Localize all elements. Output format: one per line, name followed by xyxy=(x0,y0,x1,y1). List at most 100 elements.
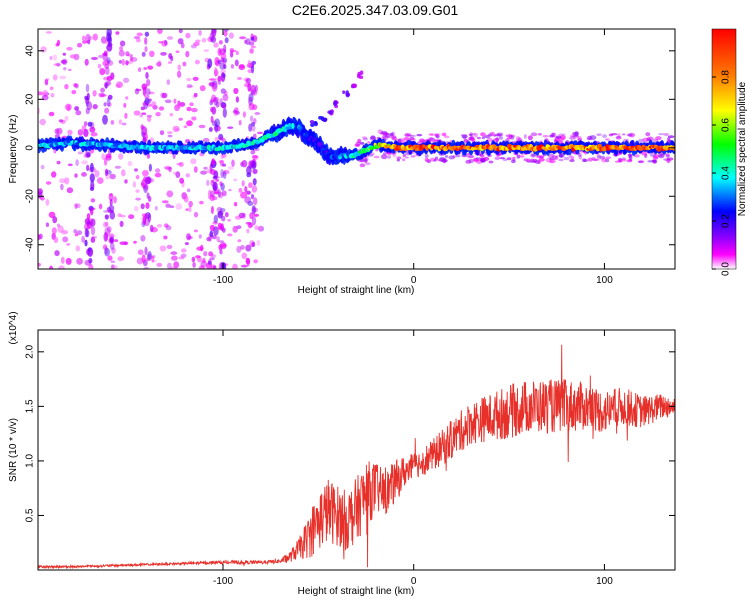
spectrogram-noise-column-cell xyxy=(88,263,94,269)
spectrogram-noise-cell xyxy=(56,62,61,67)
spectrogram-noise-cell xyxy=(60,59,67,64)
spectrogram-noise-cell xyxy=(102,244,108,250)
snr-x-tick-label: 100 xyxy=(596,576,613,587)
spectrogram-noise-cell xyxy=(98,203,103,210)
spectrogram-halo-cell xyxy=(460,134,468,137)
spectrogram-noise-cell xyxy=(198,124,206,129)
spectrogram-noise-column-cell xyxy=(108,193,114,202)
spectrogram-noise-cell xyxy=(110,120,115,125)
spectrogram-halo-cell xyxy=(491,131,495,136)
spectrogram-noise-cell xyxy=(40,196,45,201)
spectrogram-noise-column-cell xyxy=(90,180,95,190)
spectrogram-halo-cell xyxy=(576,136,582,139)
snr-y-axis-label: SNR (10 * v/v) xyxy=(8,418,19,482)
spectrogram-halo-cell xyxy=(510,135,515,141)
spectrogram-noise-cell xyxy=(164,223,169,228)
spectrogram-noise-cell xyxy=(237,77,242,80)
spectrogram-branch-cell xyxy=(309,120,315,124)
spectrogram-noise-cell xyxy=(58,119,64,123)
spectrogram-noise-column-cell xyxy=(142,86,147,97)
spectrogram-halo-cell xyxy=(549,157,556,161)
spectrogram-halo-cell xyxy=(555,135,562,139)
spectrogram-noise-cell xyxy=(118,119,123,125)
spectrogram-noise-cell xyxy=(157,60,162,67)
spectrogram-noise-cell xyxy=(74,173,78,178)
spectrogram-noise-cell xyxy=(56,127,63,135)
spectrogram-noise-column-cell xyxy=(220,168,224,179)
spectrogram-noise-cell xyxy=(168,166,172,173)
spectrogram-noise-column-cell xyxy=(102,52,108,62)
spectrogram-noise-column-cell xyxy=(245,38,251,45)
spectrogram-noise-cell xyxy=(75,245,81,252)
spectrogram-halo-cell xyxy=(409,134,416,138)
spectrogram-halo-cell xyxy=(467,154,475,159)
spectrogram-ridge-core xyxy=(304,133,309,138)
spectrogram-noise-cell xyxy=(58,265,65,269)
spectrogram-noise-cell xyxy=(198,30,202,36)
spectrogram-noise-cell xyxy=(114,165,122,169)
spectrogram-halo-cell xyxy=(530,132,538,137)
spectrogram-noise-cell xyxy=(148,91,155,95)
spectrogram-halo-cell xyxy=(493,138,500,141)
spectrogram-halo-cell xyxy=(663,132,670,137)
spectrogram-halo-cell xyxy=(589,135,597,141)
spectrogram-halo-cell xyxy=(444,155,449,158)
spectrogram-noise-cell xyxy=(63,67,67,71)
spectrogram-noise-cell xyxy=(159,130,165,136)
spectrogram-halo-cell xyxy=(391,131,395,137)
spectrogram-noise-column-cell xyxy=(147,98,152,104)
spectrogram-noise-column-cell xyxy=(209,99,213,106)
spectrogram-noise-column-cell xyxy=(251,64,255,74)
spectrogram-noise-column-cell xyxy=(247,221,253,229)
snr-x-axis-label: Height of straight line (km) xyxy=(298,586,415,597)
spectrogram-noise-column-cell xyxy=(246,190,251,195)
spectrogram-noise-column-cell xyxy=(220,182,225,191)
spectrogram-halo-cell xyxy=(578,155,583,160)
spectrogram-y-tick-label: -20 xyxy=(25,189,36,204)
spectrogram-noise-cell xyxy=(160,92,165,99)
spectrogram-noise-cell xyxy=(193,211,199,218)
spectrogram-noise-column-cell xyxy=(146,253,152,261)
spectrogram-noise-cell xyxy=(71,90,77,95)
spectrogram-noise-column-cell xyxy=(252,178,257,186)
spectrogram-noise-cell xyxy=(98,54,104,59)
spectrogram-halo-cell xyxy=(381,154,388,160)
spectrogram-noise-cell xyxy=(176,104,182,109)
spectrogram-halo-cell xyxy=(487,133,493,137)
spectrogram-halo-cell xyxy=(426,159,431,164)
spectrogram-noise-cell xyxy=(167,36,173,40)
spectrogram-noise-cell xyxy=(110,260,116,264)
spectrogram-noise-cell xyxy=(193,92,198,98)
spectrogram-noise-cell xyxy=(103,221,108,228)
spectrogram-noise-cell xyxy=(185,208,189,212)
spectrogram-noise-column-cell xyxy=(219,249,223,255)
spectrogram-noise-cell xyxy=(157,29,163,34)
spectrogram-noise-cell xyxy=(151,255,155,263)
spectrogram-noise-cell xyxy=(99,68,106,76)
spectrogram-noise-cell xyxy=(91,56,98,61)
spectrogram-noise-cell xyxy=(65,103,72,111)
spectrogram-halo-cell xyxy=(558,158,564,162)
spectrogram-y-tick-label: 0 xyxy=(25,145,36,151)
spectrogram-noise-cell xyxy=(149,224,154,233)
spectrogram-noise-cell xyxy=(114,239,119,243)
spectrogram-noise-cell xyxy=(203,49,209,52)
spectrogram-noise-cell xyxy=(185,50,190,58)
spectrogram-noise-cell xyxy=(213,191,220,195)
spectrogram-noise-cell xyxy=(237,239,242,243)
spectrogram-noise-cell xyxy=(136,32,143,37)
spectrogram-noise-cell xyxy=(137,67,142,73)
spectrogram-noise-cell xyxy=(220,69,227,74)
spectrogram-noise-cell xyxy=(73,83,78,88)
spectrogram-noise-column-cell xyxy=(106,207,112,212)
spectrogram-noise-column-cell xyxy=(217,60,222,65)
spectrogram-noise-column-cell xyxy=(89,173,95,183)
spectrogram-noise-cell xyxy=(165,225,172,231)
spectrogram-noise-cell xyxy=(200,244,204,252)
spectrogram-branch-cell xyxy=(313,121,318,124)
spectrogram-noise-cell xyxy=(210,179,215,183)
spectrogram-halo-cell xyxy=(379,132,385,135)
spectrogram-noise-cell xyxy=(173,171,177,175)
spectrogram-noise-cell xyxy=(193,41,200,46)
spectrogram-noise-cell xyxy=(250,149,256,155)
